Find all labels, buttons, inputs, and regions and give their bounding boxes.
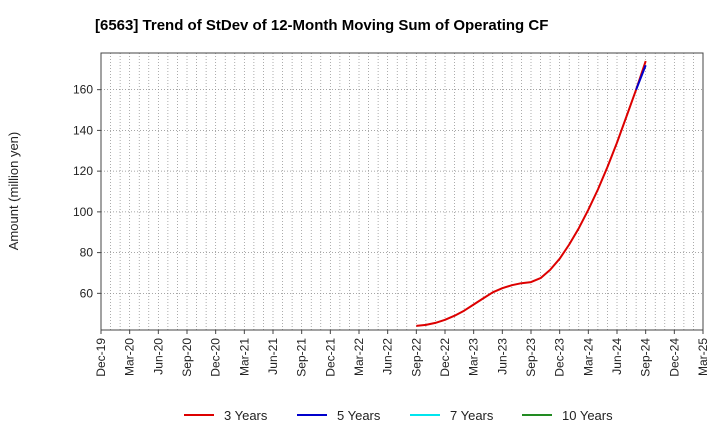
x-tick-label: Jun-23 xyxy=(495,338,509,375)
plot-area xyxy=(100,52,704,331)
x-tick-label: Dec-19 xyxy=(94,338,108,377)
x-tick-label: Mar-20 xyxy=(123,338,137,376)
x-tick-label: Mar-22 xyxy=(352,338,366,376)
x-tick-label: Jun-21 xyxy=(266,338,280,375)
y-tick-label: 100 xyxy=(73,205,93,219)
y-tick-label: 160 xyxy=(73,83,93,97)
x-tick-label: Mar-23 xyxy=(467,338,481,376)
x-tick-label: Jun-20 xyxy=(151,338,165,375)
series-line-3-years xyxy=(416,60,647,327)
x-tick-label: Mar-24 xyxy=(581,338,595,376)
y-tick-label: 120 xyxy=(73,164,93,178)
x-tick-label: Sep-24 xyxy=(639,338,653,377)
y-tick-label: 140 xyxy=(73,123,93,137)
x-tick-label: Dec-24 xyxy=(667,338,681,377)
series-line-5-years xyxy=(635,64,647,91)
x-tick-label: Dec-23 xyxy=(553,338,567,377)
x-tick-label: Dec-20 xyxy=(209,338,223,377)
grid xyxy=(101,53,703,330)
x-tick-label: Sep-21 xyxy=(295,338,309,377)
y-axis-label: Amount (million yen) xyxy=(6,132,21,251)
x-tick-label: Mar-21 xyxy=(237,338,251,376)
legend: 3 Years 5 Years 7 Years 10 Years xyxy=(184,408,613,423)
legend-label-5-years: 5 Years xyxy=(337,408,381,423)
y-tick-label: 60 xyxy=(80,286,94,300)
y-axis-ticks: 60 80 100 120 140 160 xyxy=(73,83,101,300)
chart-title: [6563] Trend of StDev of 12-Month Moving… xyxy=(95,17,548,34)
legend-label-10-years: 10 Years xyxy=(562,408,613,423)
x-tick-label: Dec-22 xyxy=(438,338,452,377)
x-tick-label: Jun-22 xyxy=(381,338,395,375)
legend-label-3-years: 3 Years xyxy=(224,408,268,423)
x-tick-label: Mar-25 xyxy=(696,338,710,376)
x-tick-label: Sep-20 xyxy=(180,338,194,377)
x-tick-label: Sep-23 xyxy=(524,338,538,377)
y-tick-label: 80 xyxy=(80,246,94,260)
legend-label-7-years: 7 Years xyxy=(450,408,494,423)
x-tick-label: Jun-24 xyxy=(610,338,624,375)
x-tick-label: Dec-21 xyxy=(323,338,337,377)
series-lines xyxy=(416,60,647,327)
x-axis-ticks: Dec-19 Mar-20 Jun-20 Sep-20 Dec-20 Mar-21 Jun-… xyxy=(94,330,710,377)
x-tick-label: Sep-22 xyxy=(409,338,423,377)
